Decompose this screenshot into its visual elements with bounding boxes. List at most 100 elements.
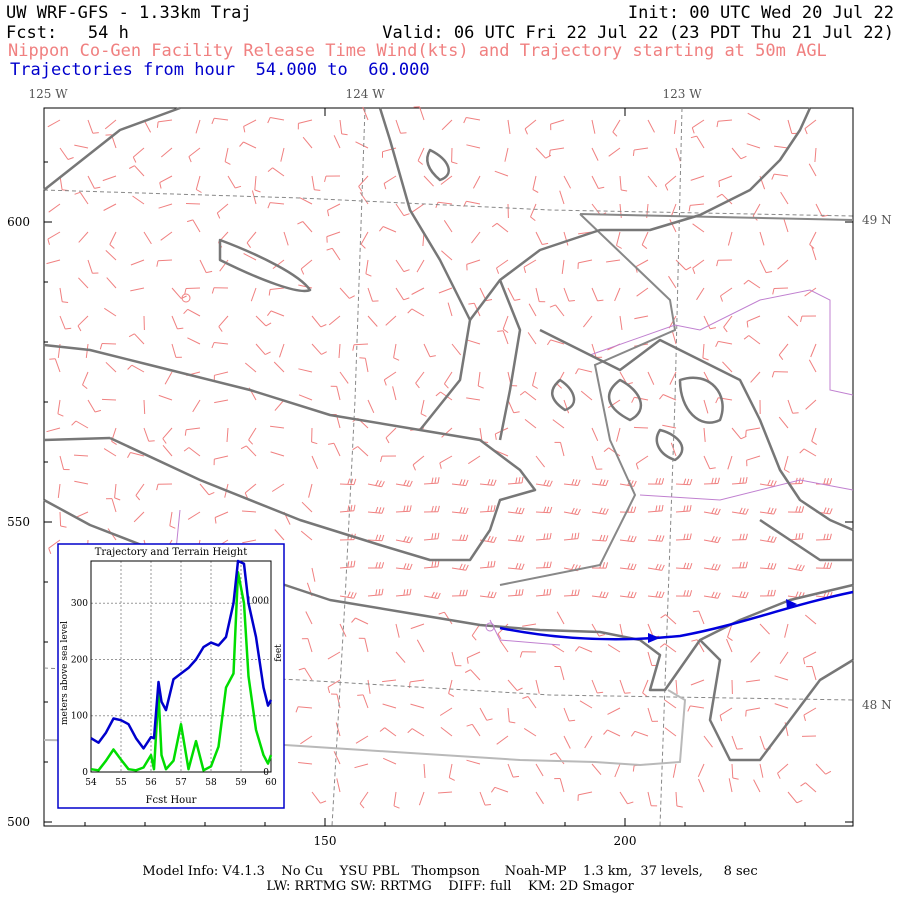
wind-barb (301, 501, 313, 513)
wind-barb (279, 343, 285, 358)
wind-barb-flag (94, 409, 102, 413)
wind-barb (718, 340, 733, 345)
wind-barb-flag (661, 504, 664, 511)
wind-barb-flag (493, 592, 497, 598)
wind-barb (777, 763, 789, 774)
wind-barb-flag (466, 657, 469, 664)
wind-barb (354, 763, 369, 769)
facility-marker (181, 293, 495, 632)
wind-barb (360, 231, 369, 245)
wind-barb (226, 427, 229, 443)
wind-barb (270, 202, 285, 205)
wind-barb-flag (378, 507, 382, 514)
wind-barb (57, 399, 61, 414)
wind-barb (451, 511, 466, 514)
wind-barb (367, 315, 378, 327)
inset-series-line (90, 559, 273, 750)
wind-barb-flag (767, 535, 771, 542)
wind-barb (774, 675, 789, 681)
wind-barb (188, 147, 201, 157)
wind-barb (731, 763, 734, 779)
wind-barb (559, 190, 565, 205)
wind-barb-flag (497, 330, 504, 332)
wind-barb-flag (655, 505, 658, 512)
wind-barb-flag (823, 562, 827, 569)
wind-barb (298, 706, 313, 709)
wind-barb (333, 135, 341, 149)
wind-barb-flag (523, 266, 527, 274)
wind-barb (759, 567, 775, 570)
wind-barb-flag (530, 216, 536, 221)
wind-barb-flag (240, 445, 247, 450)
wind-barb-flag (773, 589, 776, 596)
wind-barb (187, 337, 201, 345)
wind-barb (101, 398, 117, 401)
wind-barb (578, 646, 593, 653)
wind-barb (703, 455, 711, 470)
inset-x-tick: 55 (115, 778, 127, 788)
wind-barb-flag (543, 479, 547, 486)
wind-barb-flag (471, 635, 477, 641)
wind-barb (591, 119, 596, 134)
wind-barb-flag (353, 478, 357, 485)
wind-barb (690, 203, 705, 206)
wind-barb (479, 483, 494, 486)
wind-barb (385, 315, 397, 326)
wind-barb (243, 119, 257, 127)
wind-barb-flag (723, 326, 728, 333)
wind-barb (411, 728, 425, 737)
map-subtitle: Nippon Co-Gen Facility Release Time Wind… (8, 41, 827, 61)
wind-barb-flag (434, 505, 437, 512)
wind-barb-flag (718, 180, 720, 188)
wind-barb (466, 259, 481, 265)
wind-barb (243, 141, 257, 149)
wind-barb (556, 611, 565, 625)
wind-barb-flag (714, 592, 718, 599)
wind-barb-flag (686, 562, 690, 569)
wind-barb-flag (183, 308, 189, 315)
wind-barb (270, 451, 285, 457)
inset-x-tick: 54 (85, 778, 97, 788)
wind-barb (143, 399, 146, 415)
wind-barb (59, 315, 66, 330)
wind-barb-flag (184, 288, 187, 295)
wind-barb-flag (521, 563, 525, 570)
frame-ticks (44, 108, 853, 826)
wind-barb-flag (633, 506, 637, 513)
wind-barb (783, 455, 789, 470)
wind-barb (750, 651, 761, 663)
wind-barb-flag (349, 295, 355, 299)
wind-barb-flag (686, 505, 689, 512)
wind-barb (423, 482, 439, 485)
wind-barb-flag (47, 238, 50, 245)
wind-barb (535, 455, 545, 468)
wind-barb-flag (383, 183, 387, 190)
wind-barb-flag (298, 667, 305, 671)
wind-barb (787, 315, 799, 327)
inset-y-tick-right: 0 (263, 768, 269, 778)
wind-barb-flag (631, 397, 635, 403)
wind-barb (87, 119, 94, 134)
wind-barb (784, 623, 789, 638)
wind-barb (746, 427, 761, 431)
wind-barb (384, 727, 397, 737)
wind-barb-flag (403, 589, 406, 596)
wind-barb (358, 175, 369, 187)
wind-barb-flag (490, 591, 494, 598)
wind-barb-flag (264, 351, 271, 356)
wind-barb-flag (770, 480, 774, 486)
wind-barb (559, 778, 565, 793)
wind-barb-flag (431, 477, 434, 484)
wind-barb (690, 705, 705, 709)
wind-barb (535, 511, 551, 514)
wind-barb (333, 751, 341, 765)
wind-barb (703, 595, 718, 599)
wind-barb (523, 727, 537, 737)
wind-barb (507, 119, 511, 134)
wind-barb (300, 530, 313, 541)
wind-barb-flag (825, 770, 832, 775)
wind-barb-flag (803, 714, 806, 722)
wind-barb (171, 287, 182, 299)
wind-barb (241, 510, 257, 513)
wind-barb (535, 791, 544, 805)
